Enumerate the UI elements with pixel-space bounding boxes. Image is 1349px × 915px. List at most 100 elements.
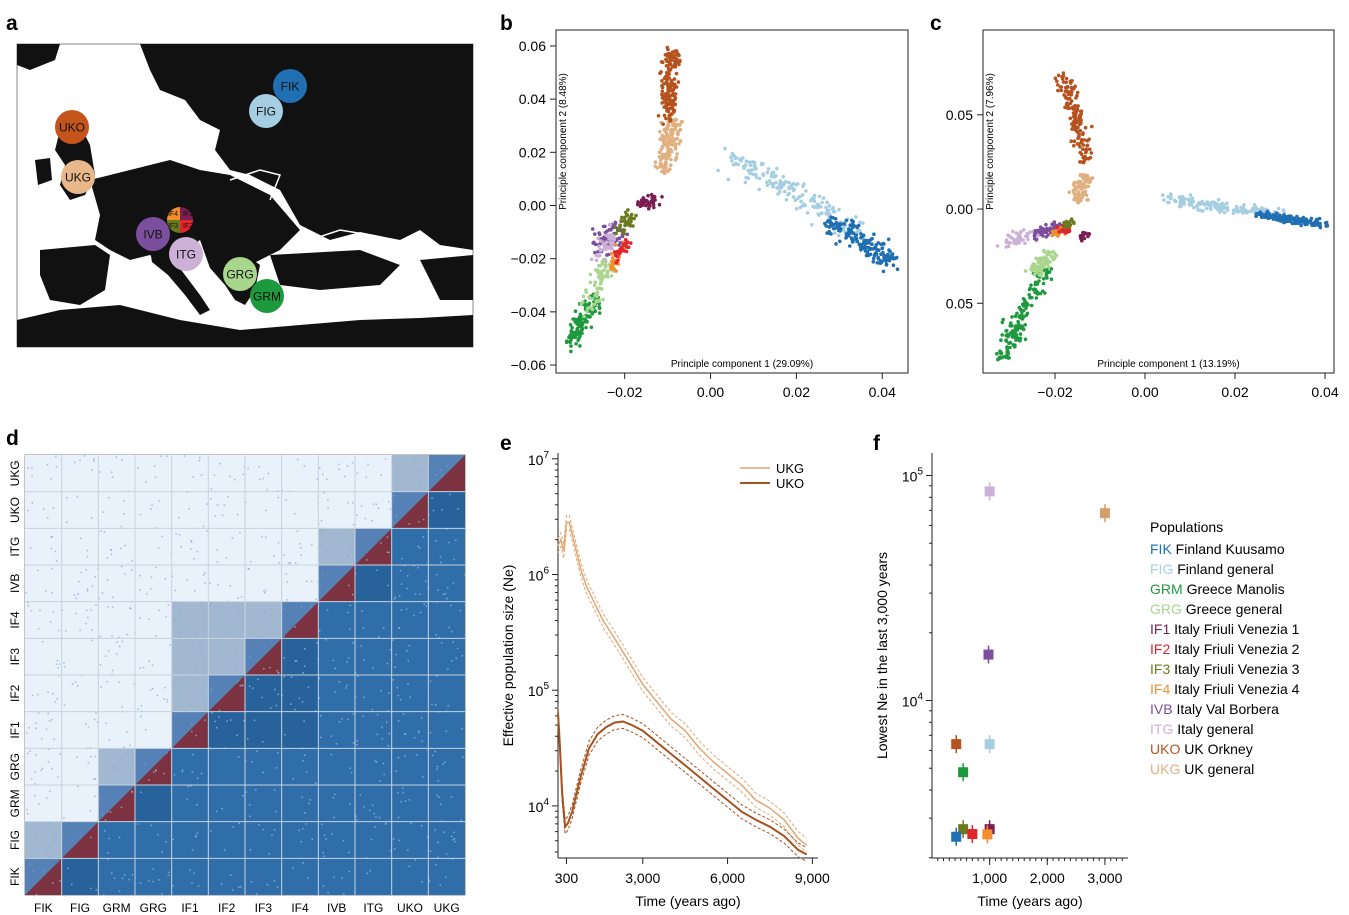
point-itg <box>599 239 603 243</box>
heatmap-speckle <box>239 531 241 534</box>
heatmap-speckle <box>232 889 234 891</box>
point-if2 <box>629 241 633 245</box>
point-fig <box>751 172 755 177</box>
point-uko <box>666 87 670 92</box>
heatmap-speckle <box>324 551 326 554</box>
point-grg <box>1042 265 1046 269</box>
point-uko <box>1061 80 1066 84</box>
heatmap-speckle <box>37 693 39 696</box>
point-uko <box>1072 143 1076 148</box>
heatmap-speckle <box>204 708 207 710</box>
point-fig <box>1241 206 1246 210</box>
point-grm <box>1024 306 1028 310</box>
heatmap-speckle <box>384 823 387 825</box>
point-if3 <box>626 208 630 212</box>
heatmap-speckle <box>408 523 410 525</box>
heatmap-speckle <box>137 823 139 825</box>
point-uko <box>668 99 673 104</box>
map-marker-fig <box>249 94 283 128</box>
heatmap-speckle <box>345 687 347 689</box>
point-uko <box>1088 155 1093 160</box>
heatmap-speckle <box>450 630 453 633</box>
heatmap-speckle <box>375 761 378 763</box>
heatmap-speckle <box>399 570 402 572</box>
point-if4 <box>614 269 618 273</box>
heatmap-speckle <box>273 880 276 882</box>
point-if2 <box>1055 225 1060 230</box>
heatmap-speckle <box>211 601 213 604</box>
point-if4 <box>612 266 616 271</box>
heatmap-speckle <box>262 828 264 831</box>
legend-item-grm: GRM Greece Manolis <box>1150 581 1285 597</box>
point-fig <box>1182 202 1186 206</box>
heatmap-speckle <box>383 773 385 776</box>
heatmap-speckle <box>436 794 438 797</box>
heatmap-speckle <box>310 580 313 583</box>
heatmap-speckle <box>191 882 193 884</box>
point-fik <box>1265 209 1270 214</box>
heatmap-speckle <box>247 567 249 570</box>
point-grm <box>1023 337 1028 342</box>
heatmap-speckle <box>249 815 251 817</box>
heatmap-speckle <box>124 544 126 547</box>
heatmap-speckle <box>90 609 92 611</box>
heatmap-speckle <box>347 584 350 587</box>
point-uko <box>656 114 661 118</box>
point-fik <box>891 263 896 268</box>
heatmap-speckle <box>396 686 398 689</box>
heatmap-speckle <box>31 467 33 470</box>
point-ukg <box>669 149 674 154</box>
heatmap-speckle <box>435 474 437 476</box>
heatmap-speckle <box>188 508 190 510</box>
heatmap-speckle <box>124 573 126 575</box>
heatmap-speckle <box>379 780 381 782</box>
heatmap-speckle <box>426 601 429 604</box>
point-ukg <box>1075 199 1080 204</box>
heatmap-speckle <box>90 639 93 642</box>
point-grm <box>574 342 578 346</box>
point-fig <box>746 168 750 173</box>
point-if1 <box>1087 232 1091 236</box>
point-fik <box>1290 221 1295 226</box>
point-ukg <box>1071 182 1076 187</box>
heatmap-speckle <box>462 756 464 758</box>
heatmap-speckle <box>273 555 275 557</box>
point-grm <box>584 303 588 307</box>
heatmap-speckle <box>249 849 252 851</box>
point-if1 <box>651 194 655 199</box>
heatmap-speckle <box>360 645 362 647</box>
heatmap-speckle <box>413 614 415 617</box>
heatmap-speckle <box>305 771 308 773</box>
legend-code: UKO <box>1150 741 1180 757</box>
heatmap-speckle <box>429 680 432 682</box>
point-if2 <box>613 253 618 258</box>
point-ivb <box>1046 233 1050 237</box>
point-uko <box>665 58 669 63</box>
heatmap-speckle <box>55 455 57 458</box>
heatmap-speckle <box>459 609 462 612</box>
point-itg <box>597 244 601 249</box>
point-uko <box>1076 142 1081 146</box>
point-ivb <box>625 232 630 237</box>
y-tick-label: −0.06 <box>511 357 547 373</box>
point-grm <box>569 349 573 354</box>
heatmap-speckle <box>50 547 53 550</box>
heatmap-speckle <box>190 541 193 543</box>
heatmap-speckle <box>372 667 374 669</box>
heatmap-speckle <box>55 466 58 468</box>
heatmap-speckle <box>104 819 107 821</box>
heatmap-speckle <box>451 660 453 662</box>
point-fig <box>787 191 791 196</box>
heatmap-speckle <box>203 702 205 705</box>
heatmap-speckle <box>320 714 322 717</box>
point-grm <box>1001 317 1005 322</box>
point-fig <box>794 207 799 211</box>
heatmap-speckle <box>461 655 463 657</box>
heatmap-speckle <box>204 673 207 676</box>
heatmap-speckle <box>371 708 374 711</box>
point-itg <box>995 244 1000 248</box>
heatmap-speckle <box>443 831 445 833</box>
point-itg <box>594 258 599 263</box>
heatmap-speckle <box>296 530 299 532</box>
heatmap-speckle <box>332 659 335 662</box>
